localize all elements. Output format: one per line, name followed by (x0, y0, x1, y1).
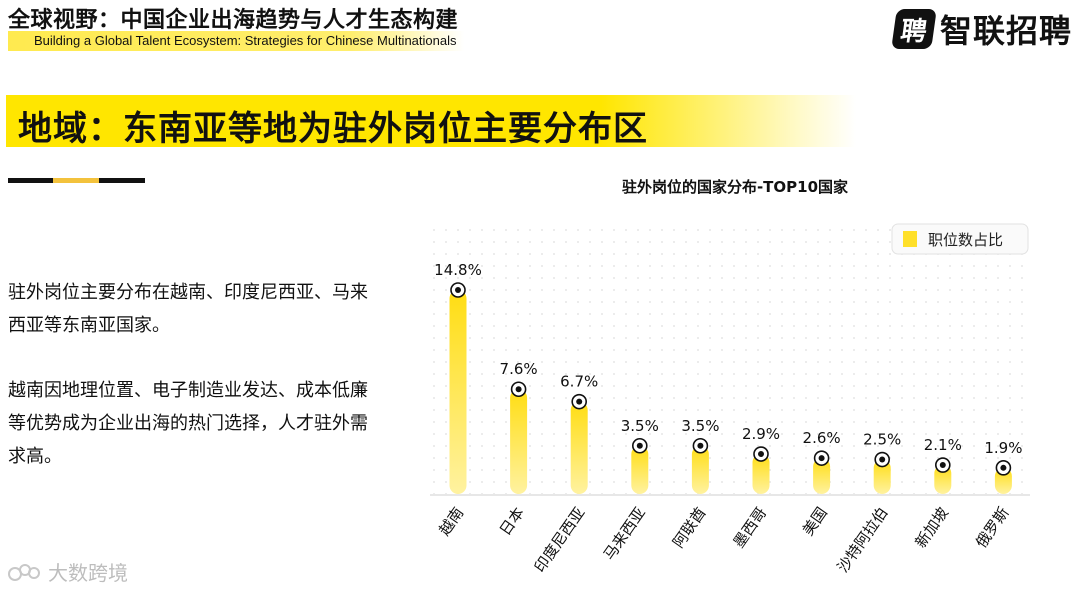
bar-marker-dot (939, 462, 946, 469)
data-label: 1.9% (984, 439, 1022, 457)
chart-legend: 职位数占比 (891, 223, 1029, 255)
x-tick-label: 马来西亚 (600, 504, 649, 563)
legend-label: 职位数占比 (928, 231, 1003, 249)
brand-logo: 聘 智联招聘 (891, 6, 1072, 52)
bar-marker-dot (758, 451, 764, 458)
accent-divider (8, 178, 145, 183)
summary-paragraph-1: 驻外岗位主要分布在越南、印度尼西亚、马来西亚等东南亚国家。 (8, 282, 368, 336)
section-title: 地域：东南亚等地为驻外岗位主要分布区 (18, 109, 648, 149)
x-tick-label: 印度尼西亚 (531, 504, 589, 576)
x-tick-label: 日本 (496, 504, 528, 539)
section-banner: 地域：东南亚等地为驻外岗位主要分布区 (6, 95, 856, 149)
bar-marker-dot (636, 442, 643, 449)
data-label: 3.5% (621, 417, 659, 435)
watermark: 大数跨境 (8, 557, 128, 586)
summary-paragraph-2: 越南因地理位置、电子制造业发达、成本低廉等优势成为企业出海的热门选择，人才驻外需… (8, 380, 368, 467)
x-tick-label: 新加坡 (912, 504, 953, 551)
chart-background (428, 222, 1032, 494)
bar-marker-dot (879, 456, 886, 463)
bar (570, 401, 588, 494)
data-label: 2.9% (742, 425, 780, 443)
x-tick-label: 美国 (799, 504, 831, 539)
data-label: 6.7% (560, 373, 598, 391)
x-tick-label: 俄罗斯 (972, 504, 1013, 551)
legend-swatch (903, 231, 917, 247)
chart-title: 驻外岗位的国家分布-TOP10国家 (622, 178, 848, 196)
data-label: 2.1% (924, 436, 962, 454)
bar-marker-dot (515, 386, 522, 393)
bar (813, 458, 831, 494)
data-label: 2.5% (863, 431, 901, 449)
bar (631, 445, 649, 494)
data-label: 14.8% (434, 261, 482, 279)
x-tick-label: 阿联酋 (669, 504, 710, 551)
bar (994, 467, 1012, 494)
bar-marker-dot (455, 287, 461, 293)
bar-marker-dot (697, 442, 704, 449)
bar (449, 290, 467, 494)
data-label: 2.6% (803, 429, 841, 447)
header-title: 全球视野：中国企业出海趋势与人才生态构建 (8, 8, 459, 33)
bar-marker-dot (1000, 464, 1007, 471)
watermark-icon (8, 563, 40, 581)
header-subtitle: Building a Global Talent Ecosystem: Stra… (8, 31, 465, 51)
x-tick-label: 墨西哥 (730, 504, 771, 551)
legend-box (891, 223, 1029, 255)
data-label: 7.6% (500, 360, 538, 378)
brand-name: 智联招聘 (939, 12, 1072, 50)
data-label: 3.5% (681, 417, 719, 435)
x-tick-label: 沙特阿拉伯 (834, 504, 892, 576)
bar (934, 465, 952, 494)
bar (752, 454, 770, 494)
x-tick-label: 越南 (435, 504, 467, 539)
bar (873, 459, 891, 494)
bar (691, 445, 709, 494)
bar-marker-dot (576, 398, 583, 405)
watermark-text: 大数跨境 (48, 561, 128, 585)
bar-marker-dot (818, 455, 825, 462)
bar (510, 389, 528, 494)
